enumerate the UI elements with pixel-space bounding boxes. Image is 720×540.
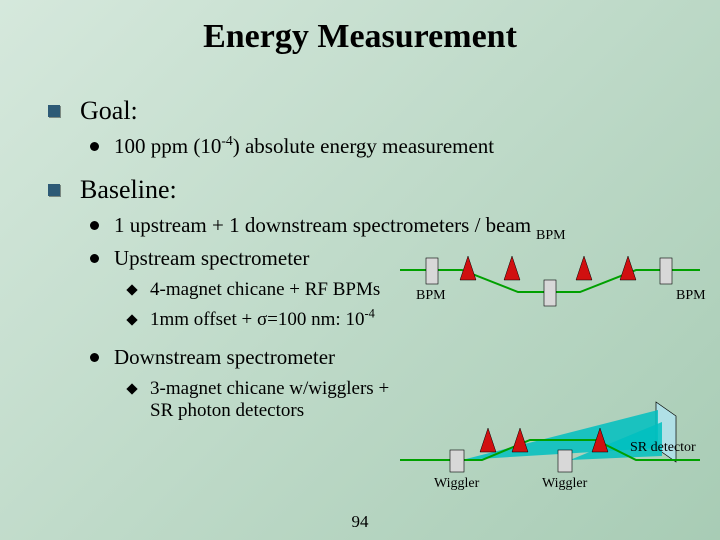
upstream-sub-2-text: 1mm offset + σ=100 nm: 10-4: [150, 309, 375, 330]
upstream-diagram: BPM BPM BPM: [400, 242, 700, 312]
baseline-item-1: 1 upstream + 1 downstream spectrometers …: [48, 213, 688, 238]
goal-item: 100 ppm (10-4) absolute energy measureme…: [48, 134, 688, 159]
sr-label: SR detector: [630, 440, 696, 456]
downstream-sub-1-text: 3-magnet chicane w/wigglers + SR photon …: [150, 378, 389, 421]
diamond-icon: [126, 314, 137, 325]
goal-text: 100 ppm (10-4) absolute energy measureme…: [114, 134, 494, 158]
goal-heading: Goal:: [48, 96, 688, 126]
wiggler-label-2: Wiggler: [542, 476, 587, 492]
wiggler-label-1: Wiggler: [434, 476, 479, 492]
baseline-heading: Baseline:: [48, 175, 688, 205]
slide: Energy Measurement Goal: 100 ppm (10-4) …: [0, 0, 720, 540]
downstream-sub-1: 3-magnet chicane w/wigglers + SR photon …: [48, 378, 410, 422]
diamond-icon: [126, 383, 137, 394]
slide-title: Energy Measurement: [0, 18, 720, 56]
downstream-diagram: Wiggler Wiggler SR detector: [400, 398, 700, 498]
baseline-item-3: Downstream spectrometer: [48, 345, 688, 370]
upstream-sub-2: 1mm offset + σ=100 nm: 10-4: [48, 309, 688, 331]
bpm-label-top: BPM: [536, 228, 566, 244]
page-number: 94: [0, 512, 720, 532]
diamond-icon: [126, 284, 137, 295]
bpm-label-left: BPM: [416, 288, 446, 304]
upstream-sub-1-text: 4-magnet chicane + RF BPMs: [150, 279, 380, 300]
bpm-label-right: BPM: [676, 288, 706, 304]
